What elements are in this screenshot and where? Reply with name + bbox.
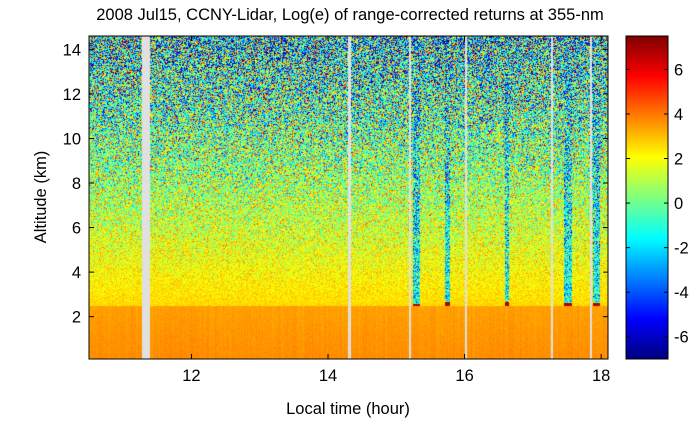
colorbar-tick-label: 2 bbox=[674, 151, 683, 169]
chart-title: 2008 Jul15, CCNY-Lidar, Log(e) of range-… bbox=[96, 6, 604, 24]
y-tick-label: 8 bbox=[72, 175, 81, 193]
x-axis-label: Local time (hour) bbox=[286, 400, 410, 418]
colorbar-tick-label: -2 bbox=[674, 240, 689, 258]
plot-frame bbox=[88, 35, 609, 360]
x-axis: 12 14 16 18 bbox=[182, 36, 610, 385]
colorbar-tick-label: -4 bbox=[674, 284, 689, 302]
y-axis-label: Altitude (km) bbox=[32, 151, 50, 244]
y-axis: 2 4 6 8 10 12 14 bbox=[63, 41, 608, 327]
colorbar-tick-label: 0 bbox=[674, 195, 683, 213]
y-tick-label: 14 bbox=[63, 41, 81, 59]
y-tick-label: 10 bbox=[63, 130, 81, 148]
heatmap-image bbox=[89, 36, 608, 359]
colorbar-tick-label: -6 bbox=[674, 329, 689, 347]
y-tick-label: 6 bbox=[72, 220, 81, 238]
colorbar bbox=[625, 35, 669, 360]
x-tick-label: 12 bbox=[182, 367, 200, 385]
colorbar-axis: -6 -4 -2 0 2 4 6 bbox=[626, 61, 689, 347]
x-tick-label: 18 bbox=[592, 367, 610, 385]
heatmap-plot-area bbox=[89, 36, 608, 359]
y-tick-label: 4 bbox=[72, 264, 81, 282]
x-tick-label: 16 bbox=[455, 367, 473, 385]
y-tick-label: 2 bbox=[72, 309, 81, 327]
x-tick-label: 14 bbox=[319, 367, 337, 385]
y-tick-label: 12 bbox=[63, 86, 81, 104]
colorbar-tick-label: 4 bbox=[674, 106, 683, 124]
colorbar-tick-label: 6 bbox=[674, 61, 683, 79]
